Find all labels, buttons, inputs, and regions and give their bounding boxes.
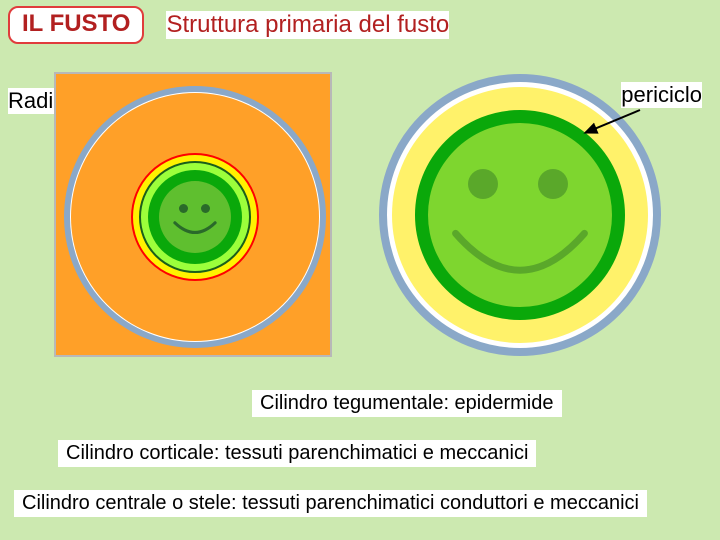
desc-stele-text: Cilindro centrale o stele: tessuti paren… [22, 492, 639, 514]
left-inner-disk [159, 181, 231, 253]
desc-corticale-text: Cilindro corticale: tessuti parenchimati… [66, 442, 528, 464]
right-lime-disk [428, 123, 612, 307]
left-diagram-box [54, 72, 332, 357]
subtitle-text: Struttura primaria del fusto [166, 11, 449, 38]
desc-epidermide: Cilindro tegumentale: epidermide [252, 390, 562, 417]
periciclo-label: periciclo [621, 82, 702, 108]
title-badge: IL FUSTO [8, 6, 144, 44]
desc-corticale: Cilindro corticale: tessuti parenchimati… [58, 440, 536, 467]
header: IL FUSTO Struttura primaria del fusto [8, 6, 449, 44]
left-smile-icon [159, 181, 231, 253]
right-smile-icon [428, 123, 612, 307]
periciclo-text: periciclo [621, 82, 702, 107]
desc-stele: Cilindro centrale o stele: tessuti paren… [14, 490, 647, 517]
desc-epidermide-text: Cilindro tegumentale: epidermide [260, 392, 554, 414]
title-badge-text: IL FUSTO [22, 10, 130, 37]
subtitle: Struttura primaria del fusto [166, 11, 449, 39]
